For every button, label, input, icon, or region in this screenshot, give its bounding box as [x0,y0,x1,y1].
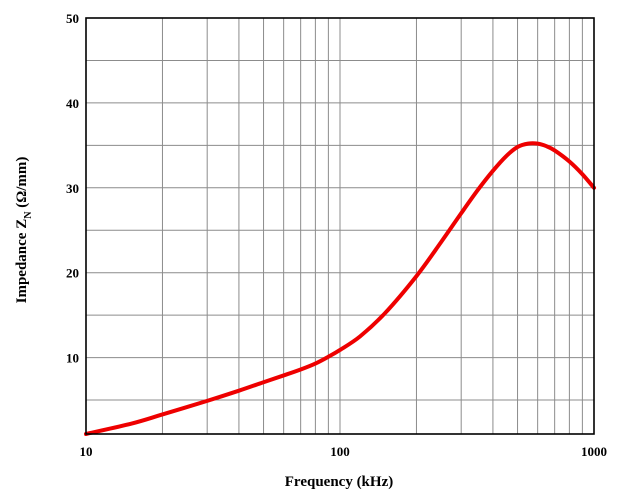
x-tick-label-10: 10 [80,444,93,459]
y-gridlines [86,59,594,401]
x-gridlines [161,18,583,434]
x-tick-labels: 10 100 1000 [80,444,608,459]
y-tick-labels: 10 20 30 40 50 [66,11,79,366]
y-tick-label-30: 30 [66,181,79,196]
y-tick-label-40: 40 [66,96,79,111]
y-axis-title: Impedance ZN (Ω/mm) [14,157,34,304]
plot-area-frame [85,17,595,435]
y-axis-title-unit: (Ω/mm) [14,157,30,212]
y-tick-label-20: 20 [66,266,79,281]
y-tick-label-10: 10 [66,351,79,366]
x-tick-label-1000: 1000 [581,444,607,459]
impedance-curve [84,141,596,436]
y-axis-title-subscript: N [23,211,34,219]
x-axis-title: Frequency (kHz) [285,474,393,490]
y-tick-label-50: 50 [66,11,79,26]
y-axis-title-main: Impedance Z [14,219,30,304]
x-tick-label-100: 100 [330,444,350,459]
